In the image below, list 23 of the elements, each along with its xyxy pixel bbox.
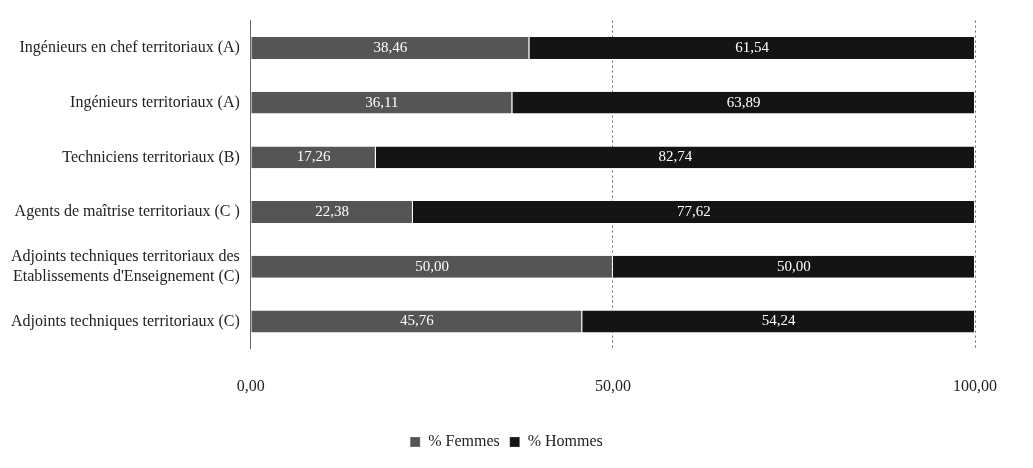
- data-label: 54,24: [761, 312, 796, 329]
- y-tick-label: Ingénieurs en chef territoriaux (A): [19, 38, 240, 57]
- y-tick-label: Adjoints techniques territoriaux des Etablissements d'Enseignement (C): [10, 247, 240, 285]
- data-label: 17,26: [296, 148, 331, 165]
- data-label: 50,00: [777, 257, 811, 274]
- data-label: 50,00: [415, 257, 449, 274]
- data-label: 22,38: [315, 202, 349, 219]
- data-label: 38,46: [373, 38, 408, 55]
- data-label: 63,89: [726, 93, 761, 110]
- y-tick-label: Techniciens territoriaux (B): [62, 147, 240, 166]
- y-tick-label: Ingénieurs territoriaux (A): [70, 92, 240, 111]
- x-tick-label: 50,00: [594, 376, 631, 394]
- x-tick-label: 0,00: [236, 376, 265, 394]
- y-tick-label: Adjoints techniques territoriaux (C): [10, 311, 240, 330]
- x-tick-label: 100,00: [953, 376, 997, 394]
- legend-label: % Femmes: [428, 432, 500, 450]
- y-tick-label: Agents de maîtrise territoriaux (C ): [14, 202, 240, 221]
- data-label: 82,74: [658, 148, 693, 165]
- data-label: 45,76: [399, 312, 435, 329]
- data-label: 61,54: [735, 38, 770, 55]
- data-label: 77,62: [677, 202, 711, 219]
- legend-label: % Hommes: [527, 432, 603, 450]
- data-label: 36,11: [365, 93, 399, 110]
